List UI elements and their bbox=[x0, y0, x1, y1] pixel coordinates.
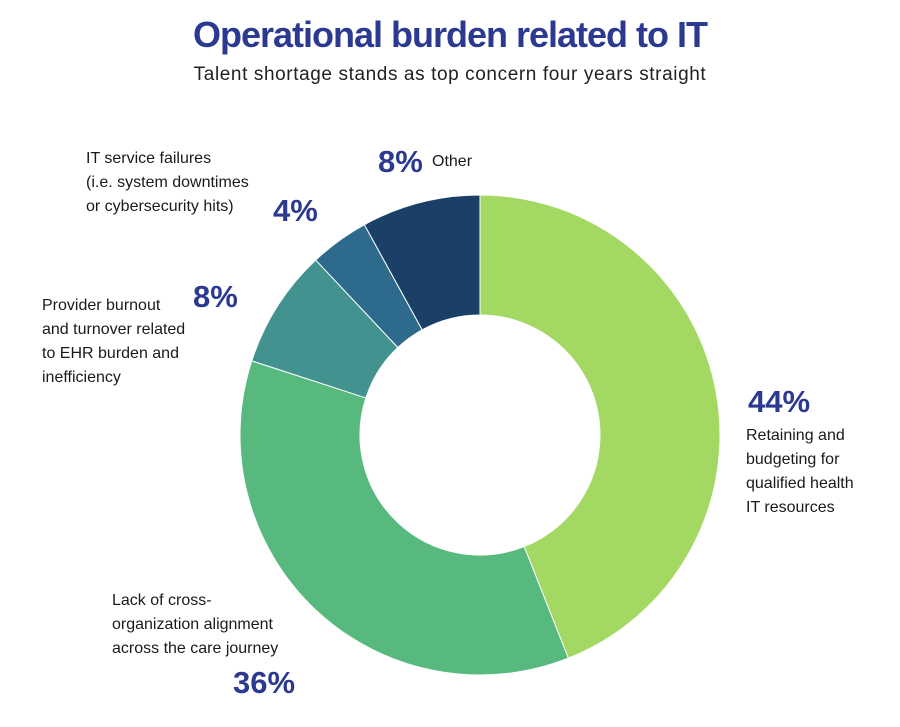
chart-title: Operational burden related to IT bbox=[192, 14, 708, 55]
slice-label-other: Other bbox=[432, 153, 473, 170]
slice-value-label-burnout: 8% bbox=[193, 279, 238, 314]
slice-value-label-other: 8% bbox=[378, 144, 423, 179]
donut-slice-other bbox=[363, 194, 481, 331]
slice-value-label-it-failures: 4% bbox=[273, 193, 318, 228]
slice-value-label-retaining: 44% bbox=[748, 384, 811, 419]
slice-value-label-alignment: 36% bbox=[233, 665, 296, 700]
donut-slice-retaining bbox=[479, 194, 721, 659]
slice-label-burnout: Provider burnout and turnover related to… bbox=[42, 297, 186, 386]
donut-slice-alignment bbox=[239, 360, 569, 676]
chart-subtitle: Talent shortage stands as top concern fo… bbox=[193, 64, 707, 85]
slice-label-retaining: Retaining and budgeting for qualified he… bbox=[746, 427, 854, 516]
slice-label-alignment: Lack of cross- organization alignment ac… bbox=[112, 592, 279, 657]
slice-label-it-failures: IT service failures (i.e. system downtim… bbox=[86, 150, 249, 215]
